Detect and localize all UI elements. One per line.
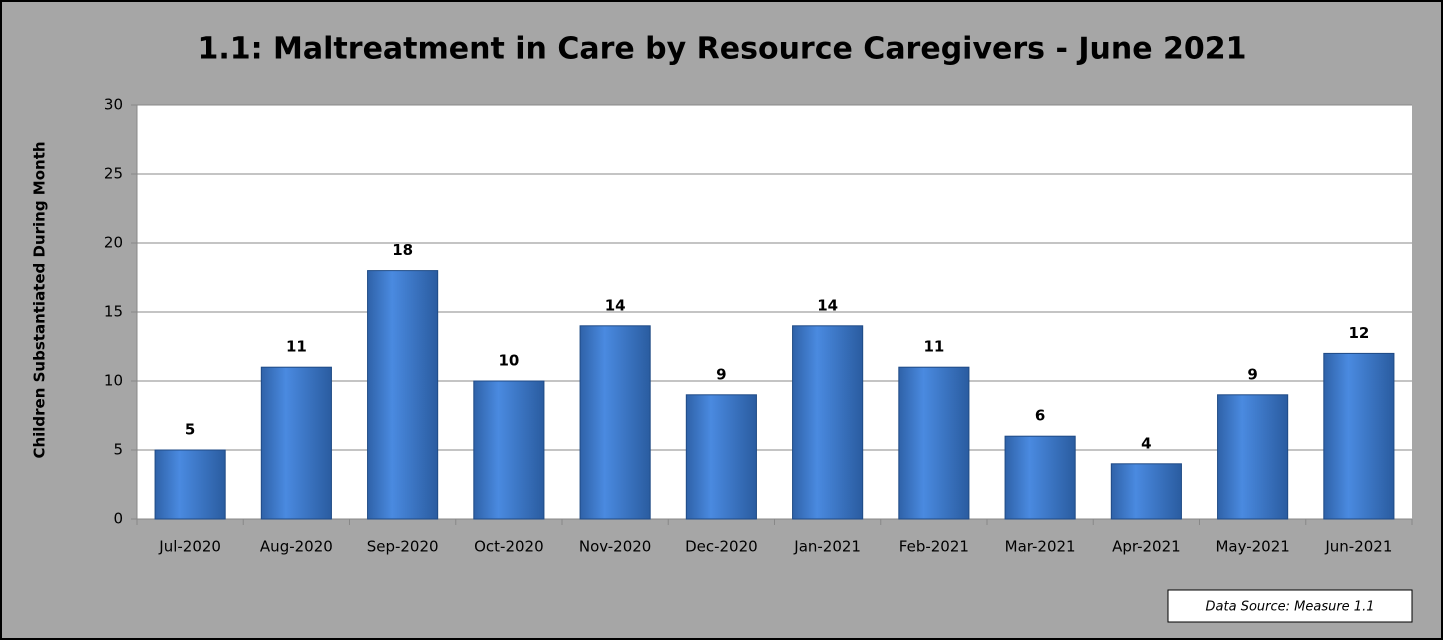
annotation: Data Source: Measure 1.1 (1206, 600, 1375, 615)
data-label: 11 (286, 338, 307, 356)
data-label: 12 (1348, 324, 1369, 342)
x-tick-label: Mar-2021 (1005, 538, 1076, 556)
y-tick-label: 20 (104, 234, 123, 252)
data-label: 14 (817, 296, 838, 314)
bar (579, 325, 651, 520)
bar (260, 366, 332, 520)
x-tick-label: Oct-2020 (474, 538, 544, 556)
y-tick-label: 5 (113, 441, 123, 459)
data-label: 9 (1247, 365, 1257, 383)
x-tick-label: Nov-2020 (579, 538, 651, 556)
bar (792, 325, 864, 520)
bar (1217, 394, 1289, 520)
y-tick-label: 25 (104, 165, 123, 183)
x-tick-label: Feb-2021 (899, 538, 969, 556)
x-tick-label: Sep-2020 (367, 538, 439, 556)
x-tick-label: Dec-2020 (685, 538, 758, 556)
x-tick-label: Jan-2021 (793, 538, 861, 556)
data-label: 9 (716, 365, 726, 383)
data-label: 14 (605, 296, 626, 314)
y-tick-label: 15 (104, 303, 123, 321)
bar (1110, 463, 1182, 520)
y-tick-label: 0 (113, 510, 123, 528)
y-tick-label: 10 (104, 372, 123, 390)
data-label: 5 (185, 421, 195, 439)
y-tick-label: 30 (104, 96, 123, 114)
bar (154, 449, 226, 520)
y-axis-label: Children Substantiated During Month (31, 141, 49, 458)
bar (1004, 435, 1076, 520)
bar (685, 394, 757, 520)
bar (1323, 352, 1395, 520)
annotation-box (1167, 589, 1413, 623)
bar (367, 270, 439, 520)
data-label: 4 (1141, 434, 1151, 452)
x-tick-label: Aug-2020 (260, 538, 333, 556)
chart-title: 1.1: Maltreatment in Care by Resource Ca… (197, 32, 1246, 67)
x-tick-label: Jul-2020 (158, 538, 221, 556)
data-label: 11 (923, 338, 944, 356)
bar (898, 366, 970, 520)
data-label: 10 (498, 352, 519, 370)
data-label: 18 (392, 241, 413, 259)
bar (473, 380, 545, 520)
x-tick-label: Jun-2021 (1324, 538, 1392, 556)
x-tick-label: Apr-2021 (1112, 538, 1181, 556)
x-tick-label: May-2021 (1215, 538, 1289, 556)
data-label: 6 (1035, 407, 1045, 425)
